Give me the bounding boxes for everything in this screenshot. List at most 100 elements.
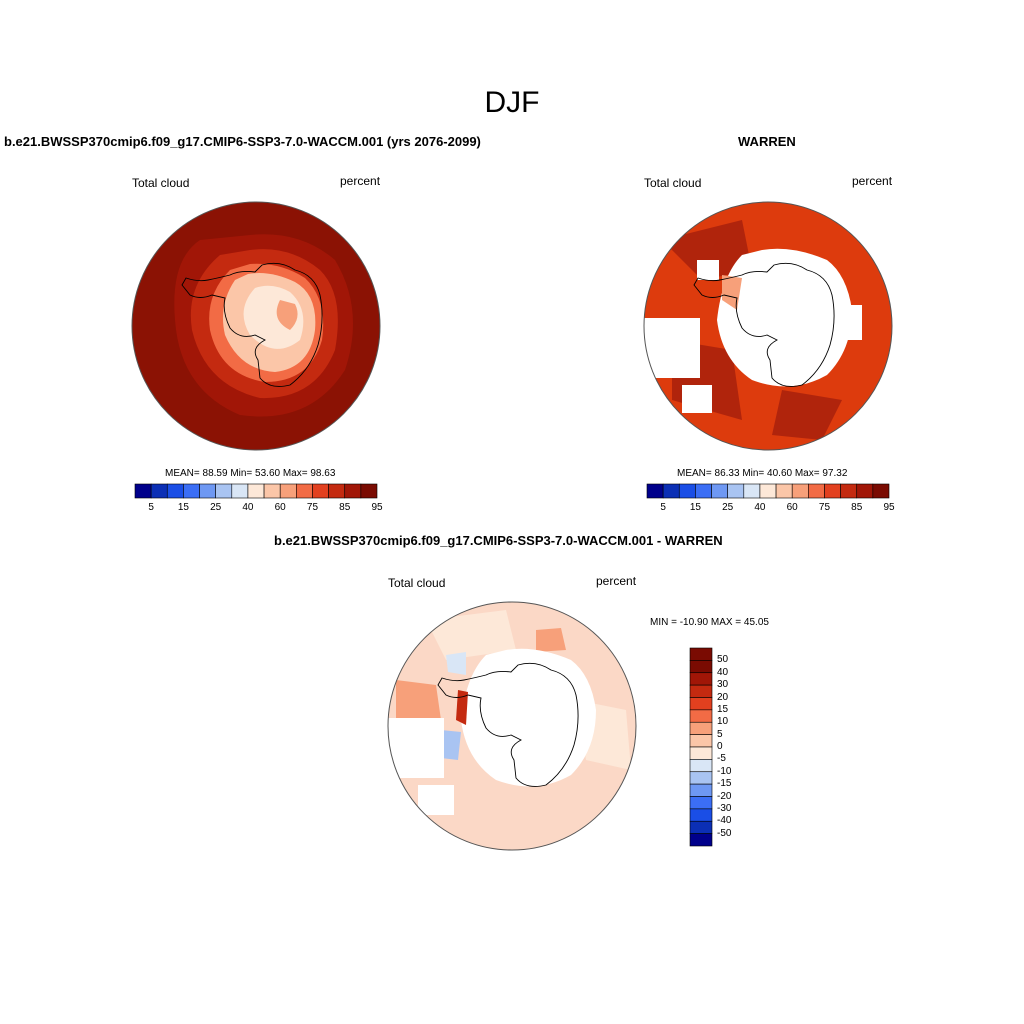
panel2-colorbar-tick-label: 25 xyxy=(722,502,734,513)
panel3-colorbar-box xyxy=(689,721,713,735)
panel2-no-data-block-4 xyxy=(837,305,862,340)
panel3-no-data-center xyxy=(461,648,596,787)
panel3-colorbar-tick-label: -20 xyxy=(717,790,732,802)
panel2-colorbar-tick-label: 95 xyxy=(883,502,895,513)
panel2-colorbar-tick-label: 15 xyxy=(689,502,701,513)
panel1-colorbar-box xyxy=(312,483,329,499)
panel1-stats: MEAN= 88.59 Min= 53.60 Max= 98.63 xyxy=(165,468,336,479)
panel1-map-border xyxy=(131,201,381,451)
panel1-colorbar-box xyxy=(231,483,249,499)
panel1-colorbar-box xyxy=(215,483,233,499)
panel2-colorbar-box xyxy=(711,483,728,499)
panel1-colorbar xyxy=(134,483,378,499)
panel2-colorbar-box xyxy=(759,483,777,499)
panel1-colorbar-box xyxy=(247,483,265,499)
panel3-polar-map xyxy=(387,601,637,851)
panel2-colorbar-tick-label: 40 xyxy=(754,502,766,513)
panel1-plateau xyxy=(243,285,304,349)
panel3-colorbar-tick-label: -5 xyxy=(717,753,726,765)
panel3-no-data-block-1 xyxy=(388,718,444,778)
panel1-colorbar-tick-label: 15 xyxy=(177,502,189,513)
panel3-colorbar xyxy=(689,647,713,847)
panel3-colorbar-tick-label: -50 xyxy=(717,827,732,839)
panel3-stats: MIN = -10.90 MAX = 45.05 xyxy=(650,617,769,628)
panel2-colorbar-box xyxy=(840,483,858,499)
panel3-colorbar-tick-label: 30 xyxy=(717,679,729,691)
panel2-colorbar-box xyxy=(824,483,841,499)
panel1-colorbar-box xyxy=(166,483,184,499)
panel3-colorbar-tick-label: -15 xyxy=(717,778,732,790)
panel2-colorbar-tick-label: 75 xyxy=(818,502,831,513)
panel2-colorbar-box xyxy=(727,483,745,499)
panel3-colorbar-box xyxy=(689,820,713,834)
panel2-colorbar-box xyxy=(662,483,680,499)
panel3-title: b.e21.BWSSP370cmip6.f09_g17.CMIP6-SSP3-7… xyxy=(274,533,723,548)
panel3-colorbar-box xyxy=(689,771,713,785)
panel1-colorbar-box xyxy=(296,483,313,499)
panel3-colorbar-tick-label: 5 xyxy=(717,728,723,740)
panel3-colorbar-box xyxy=(689,808,713,822)
panel1-colorbar-box xyxy=(263,483,281,499)
panel3-coastline xyxy=(437,662,579,787)
panel3-colorbar-ticks: 50 40 30 20 15 10 5 0 -5 -10 -15 -20 -30 -40 -50 xyxy=(717,648,757,846)
panel3-map-border xyxy=(387,601,637,851)
panel2-colorbar-box xyxy=(808,483,825,499)
panel2-stats: MEAN= 86.33 Min= 40.60 Max= 97.32 xyxy=(677,468,848,479)
panel3-colorbar-box xyxy=(689,796,713,810)
panel1-colorbar-tick-label: 5 xyxy=(148,502,154,513)
panel1-variable-label: Total cloud xyxy=(132,176,190,190)
panel2-colorbar-box xyxy=(695,483,712,499)
panel3-colorbar-box xyxy=(689,647,713,661)
panel2-high-block-3 xyxy=(772,390,842,440)
panel2-no-data-center xyxy=(717,248,852,387)
panel3-warm-block-1 xyxy=(396,680,441,720)
panel1-colorbar-tick-label: 75 xyxy=(306,502,319,513)
panel1-colorbar-ticks: 5 15 25 40 60 75 85 95 xyxy=(135,502,382,516)
panel1-title: b.e21.BWSSP370cmip6.f09_g17.CMIP6-SSP3-7… xyxy=(4,134,481,149)
panel3-colorbar-box xyxy=(689,783,713,797)
panel1-colorbar-tick-label: 95 xyxy=(371,502,383,513)
panel1-colorbar-box xyxy=(344,483,362,499)
panel1-colorbar-box xyxy=(199,483,216,499)
panel3-cool-block-2 xyxy=(441,730,461,760)
panel3-colorbar-tick-label: 50 xyxy=(717,654,729,666)
panel3-colorbar-tick-label: 20 xyxy=(717,691,729,703)
panel1-colorbar-box xyxy=(328,483,346,499)
panel3-colorbar-box xyxy=(689,672,713,686)
panel1-colorbar-tick-label: 85 xyxy=(339,502,351,513)
panel3-colorbar-tick-label: -10 xyxy=(717,765,732,777)
panel2-colorbar-box xyxy=(775,483,793,499)
panel2-colorbar-box xyxy=(791,483,809,499)
panel2-coastline xyxy=(693,262,835,387)
panel1-colorbar-box xyxy=(279,483,297,499)
panel3-colorbar-tick-label: -40 xyxy=(717,815,732,827)
panel3-colorbar-box xyxy=(689,734,713,748)
panel2-colorbar xyxy=(646,483,890,499)
panel1-coastline xyxy=(181,262,323,387)
panel3-warm-block-2 xyxy=(536,628,566,652)
panel2-map-border xyxy=(643,201,893,451)
panel2-colorbar-box xyxy=(646,483,664,499)
panel2-colorbar-box xyxy=(872,483,890,499)
panel3-colorbar-box xyxy=(689,759,713,773)
panel1-colorbar-box xyxy=(183,483,200,499)
panel2-no-data-block-3 xyxy=(697,260,719,280)
panel1-colorbar-box xyxy=(150,483,168,499)
panel2-units-label: percent xyxy=(852,174,893,188)
panel2-colorbar-box xyxy=(743,483,761,499)
panel2-title: WARREN xyxy=(738,134,796,149)
panel1-polar-map xyxy=(131,201,381,451)
panel1-colorbar-box xyxy=(134,483,152,499)
panel1-colorbar-box xyxy=(360,483,378,499)
panel2-no-data-block-2 xyxy=(682,385,712,413)
panel2-colorbar-ticks: 5 15 25 40 60 75 85 95 xyxy=(647,502,894,516)
panel3-colorbar-box xyxy=(689,709,713,723)
panel3-no-data-block-2 xyxy=(418,785,454,815)
panel3-units-label: percent xyxy=(596,574,637,588)
panel2-polar-map xyxy=(643,201,893,451)
panel1-dome-feature xyxy=(276,300,298,330)
panel3-colorbar-tick-label: 40 xyxy=(717,666,729,678)
panel3-colorbar-box xyxy=(689,746,713,760)
panel3-colorbar-box xyxy=(689,697,713,711)
panel1-colorbar-tick-label: 25 xyxy=(210,502,222,513)
